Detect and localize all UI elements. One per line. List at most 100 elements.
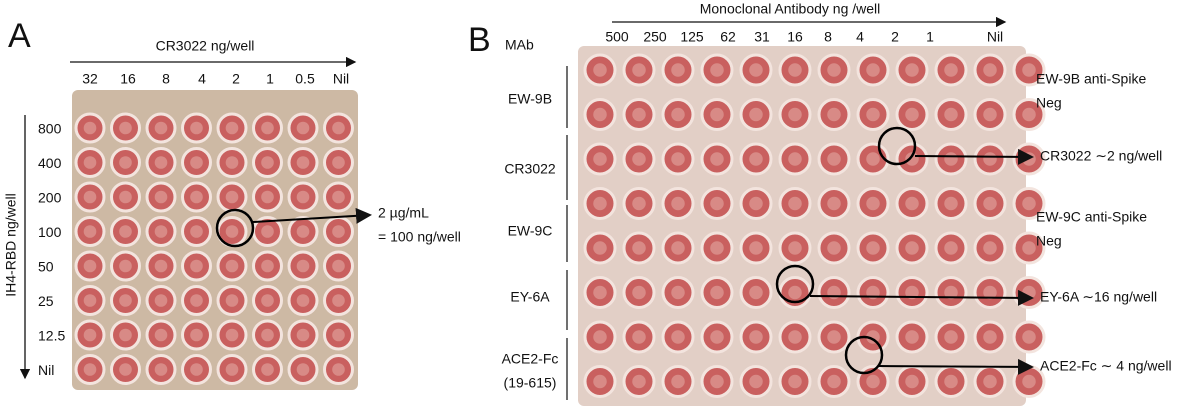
well-center: [944, 285, 958, 300]
well-center: [983, 196, 997, 211]
column-label: 31: [754, 29, 770, 45]
well-center: [296, 156, 310, 169]
row-header: MAb: [505, 37, 534, 53]
well-center: [749, 152, 763, 166]
well-center: [671, 374, 685, 389]
column-label: 4: [856, 29, 864, 45]
well-center: [944, 241, 958, 255]
well-center: [983, 152, 997, 166]
well-center: [866, 63, 880, 77]
well-center: [710, 107, 724, 122]
arrow: [877, 358, 1034, 375]
axis-label: IH4-RBD ng/well: [3, 193, 19, 296]
well-center: [261, 190, 274, 204]
well-center: [261, 328, 274, 342]
annotation: Neg: [1036, 95, 1062, 111]
well-center: [827, 107, 841, 122]
well-center: [983, 107, 997, 122]
column-label: 8: [162, 71, 170, 87]
well-center: [261, 121, 274, 135]
panel-label: A: [8, 17, 31, 55]
well-center: [190, 363, 203, 376]
well-center: [710, 152, 724, 166]
well-center: [671, 107, 685, 122]
well-center: [83, 294, 97, 307]
well-center: [671, 241, 685, 255]
well-center: [296, 190, 310, 204]
well-center: [593, 241, 607, 255]
plate-a: [72, 90, 358, 390]
well-center: [827, 330, 841, 344]
well-center: [632, 241, 646, 255]
well-center: [119, 328, 132, 342]
well-center: [296, 363, 310, 376]
column-label: 16: [787, 29, 803, 45]
well-center: [119, 363, 132, 376]
well-center: [332, 294, 345, 307]
column-label: 0.5: [295, 71, 315, 87]
annotation: Neg: [1036, 233, 1062, 249]
column-label: 16: [120, 71, 136, 87]
well-center: [154, 156, 168, 169]
title: Monoclonal Antibody ng /well: [700, 1, 881, 17]
well-center: [593, 374, 607, 389]
well-center: [296, 294, 310, 307]
row-label: 25: [38, 293, 54, 309]
well-center: [983, 330, 997, 344]
row-group: EW-9B: [508, 91, 552, 107]
well-center: [225, 225, 239, 238]
well-center: [261, 225, 274, 238]
well-center: [154, 121, 168, 135]
well-center: [905, 285, 919, 300]
column-label: 500: [605, 29, 629, 45]
well-center: [83, 156, 97, 169]
well-center: [225, 121, 239, 135]
well-center: [296, 121, 310, 135]
column-label: 32: [82, 71, 98, 87]
well-center: [593, 63, 607, 77]
well-center: [632, 374, 646, 389]
well-center: [1022, 107, 1036, 122]
well-center: [827, 196, 841, 211]
well-center: [827, 63, 841, 77]
well-center: [905, 374, 919, 389]
column-label: 8: [824, 29, 832, 45]
annotation: CR3022 ∼2 ng/well: [1040, 148, 1162, 164]
column-label: Nil: [333, 71, 349, 87]
well-center: [671, 63, 685, 77]
well-center: [261, 259, 274, 273]
well-center: [332, 328, 345, 342]
well-center: [225, 328, 239, 342]
well-center: [225, 190, 239, 204]
well-center: [190, 190, 203, 204]
well-center: [983, 241, 997, 255]
well-center: [632, 330, 646, 344]
well-center: [827, 241, 841, 255]
column-label: 2: [232, 71, 240, 87]
arrow: [809, 289, 1034, 306]
well-center: [827, 152, 841, 166]
well-center: [296, 259, 310, 273]
well-center: [905, 63, 919, 77]
annotation: EY-6A ∼16 ng/well: [1040, 289, 1157, 305]
well-center: [261, 363, 274, 376]
column-label: 1: [926, 29, 934, 45]
well-center: [788, 196, 802, 211]
well-center: [154, 363, 168, 376]
plate-b: [578, 46, 1026, 406]
arrow: [252, 207, 372, 224]
well-center: [332, 121, 345, 135]
well-center: [154, 190, 168, 204]
well-center: [83, 363, 97, 376]
well-center: [788, 330, 802, 344]
well-center: [710, 63, 724, 77]
well-center: [119, 294, 132, 307]
well-center: [1022, 196, 1036, 211]
well-center: [154, 259, 168, 273]
well-center: [671, 285, 685, 300]
well-center: [119, 156, 132, 169]
well-center: [119, 225, 132, 238]
annotation: EW-9C anti-Spike: [1036, 209, 1147, 225]
well-center: [671, 330, 685, 344]
well-center: [632, 107, 646, 122]
